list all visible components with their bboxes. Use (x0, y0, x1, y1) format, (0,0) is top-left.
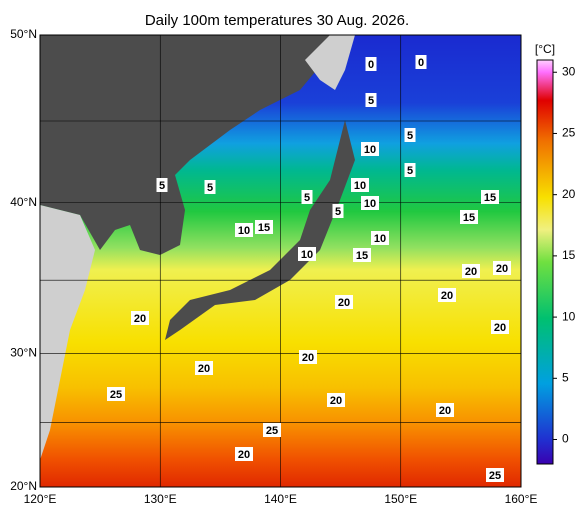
contour-label: 10 (301, 249, 313, 261)
contour-label-box (332, 204, 344, 218)
contour-label: 25 (110, 389, 122, 401)
lat-tick-label: 40°N (10, 195, 37, 209)
contour-label: 20 (441, 290, 453, 302)
contour-label: 15 (484, 192, 496, 204)
contour-label: 5 (407, 165, 413, 177)
colorbar-tick-label: 30 (562, 64, 576, 78)
colorbar (536, 59, 554, 465)
contour-label: 5 (407, 130, 413, 142)
contour-label: 20 (465, 266, 477, 278)
contour-label-box (107, 387, 125, 401)
colorbar-tick-label: 25 (562, 126, 576, 140)
contour-label-box (361, 142, 379, 156)
colorbar-tick-label: 15 (562, 248, 576, 262)
contour-label: 20 (198, 363, 210, 375)
contour-label-box (371, 231, 389, 245)
contour-label: 5 (207, 182, 213, 194)
contour-label: 5 (304, 192, 310, 204)
contour-label-box (365, 93, 377, 107)
contour-label-box (353, 248, 371, 262)
contour-label: 15 (258, 222, 270, 234)
contour-label-box (486, 468, 504, 482)
contour-label-box (195, 361, 213, 375)
contour-label-box (235, 447, 253, 461)
colorbar-unit: [°C] (535, 42, 555, 56)
contour-label: 15 (463, 212, 475, 224)
contour-label-box (361, 196, 379, 210)
contour-label-box (301, 190, 313, 204)
contour-label: 25 (489, 470, 501, 482)
contour-label-box (335, 295, 353, 309)
lon-tick-label: 150°E (384, 492, 417, 506)
contour-label: 5 (335, 206, 341, 218)
contour-label-box (404, 128, 416, 142)
contour-label: 20 (330, 395, 342, 407)
contour-label-box (404, 163, 416, 177)
contour-label-box (255, 220, 273, 234)
lat-tick-label: 50°N (10, 27, 37, 41)
lon-tick-label: 140°E (264, 492, 297, 506)
contour-label: 20 (338, 297, 350, 309)
contour-label-box (156, 178, 168, 192)
title: Daily 100m temperatures 30 Aug. 2026. (145, 12, 409, 29)
contour-label: 25 (266, 425, 278, 437)
contour-label: 5 (159, 180, 165, 192)
contour-label-box (491, 320, 509, 334)
contour-label: 10 (364, 144, 376, 156)
contour-label-box (462, 264, 480, 278)
contour-label-box (438, 288, 456, 302)
contour-label: 10 (238, 225, 250, 237)
contour-label-box (415, 55, 427, 69)
contour-label-box (436, 403, 454, 417)
contour-label: 20 (494, 322, 506, 334)
land-china (40, 205, 95, 460)
contour-label: 10 (354, 180, 366, 192)
contour-label-box (298, 247, 316, 261)
contour-label: 10 (364, 198, 376, 210)
land-mainland (40, 35, 330, 255)
contour-label-box (204, 180, 216, 194)
contour-label: 15 (356, 250, 368, 262)
land-japan (165, 120, 355, 340)
contour-label-box (327, 393, 345, 407)
contour-label: 10 (374, 233, 386, 245)
contour-label-box (235, 223, 253, 237)
contour-label: 0 (368, 59, 374, 71)
contour-label: 20 (496, 263, 508, 275)
contour-label-box (351, 178, 369, 192)
contour-label-box (263, 423, 281, 437)
contour-label-box (460, 210, 478, 224)
lon-tick-label: 120°E (24, 492, 57, 506)
lat-tick-label: 20°N (10, 479, 37, 493)
land-hokkaido (305, 35, 355, 90)
colorbar-tick-label: 10 (562, 309, 576, 323)
contour-label: 20 (302, 352, 314, 364)
contour-label: 20 (439, 405, 451, 417)
contour-label-box (365, 57, 377, 71)
lat-tick-label: 30°N (10, 346, 37, 360)
contour-label-box (493, 261, 511, 275)
lon-tick-label: 160°E (505, 492, 538, 506)
colorbar-tick-label: 0 (562, 432, 569, 446)
lon-tick-label: 130°E (144, 492, 177, 506)
contour-label-box (481, 190, 499, 204)
colorbar-tick-label: 20 (562, 187, 576, 201)
contour-label: 0 (418, 57, 424, 69)
contour-label-box (131, 311, 149, 325)
contour-label: 20 (134, 313, 146, 325)
contour-label: 5 (368, 95, 374, 107)
colorbar-tick-label: 5 (562, 370, 569, 384)
contour-label-box (299, 350, 317, 364)
contour-label: 20 (238, 449, 250, 461)
